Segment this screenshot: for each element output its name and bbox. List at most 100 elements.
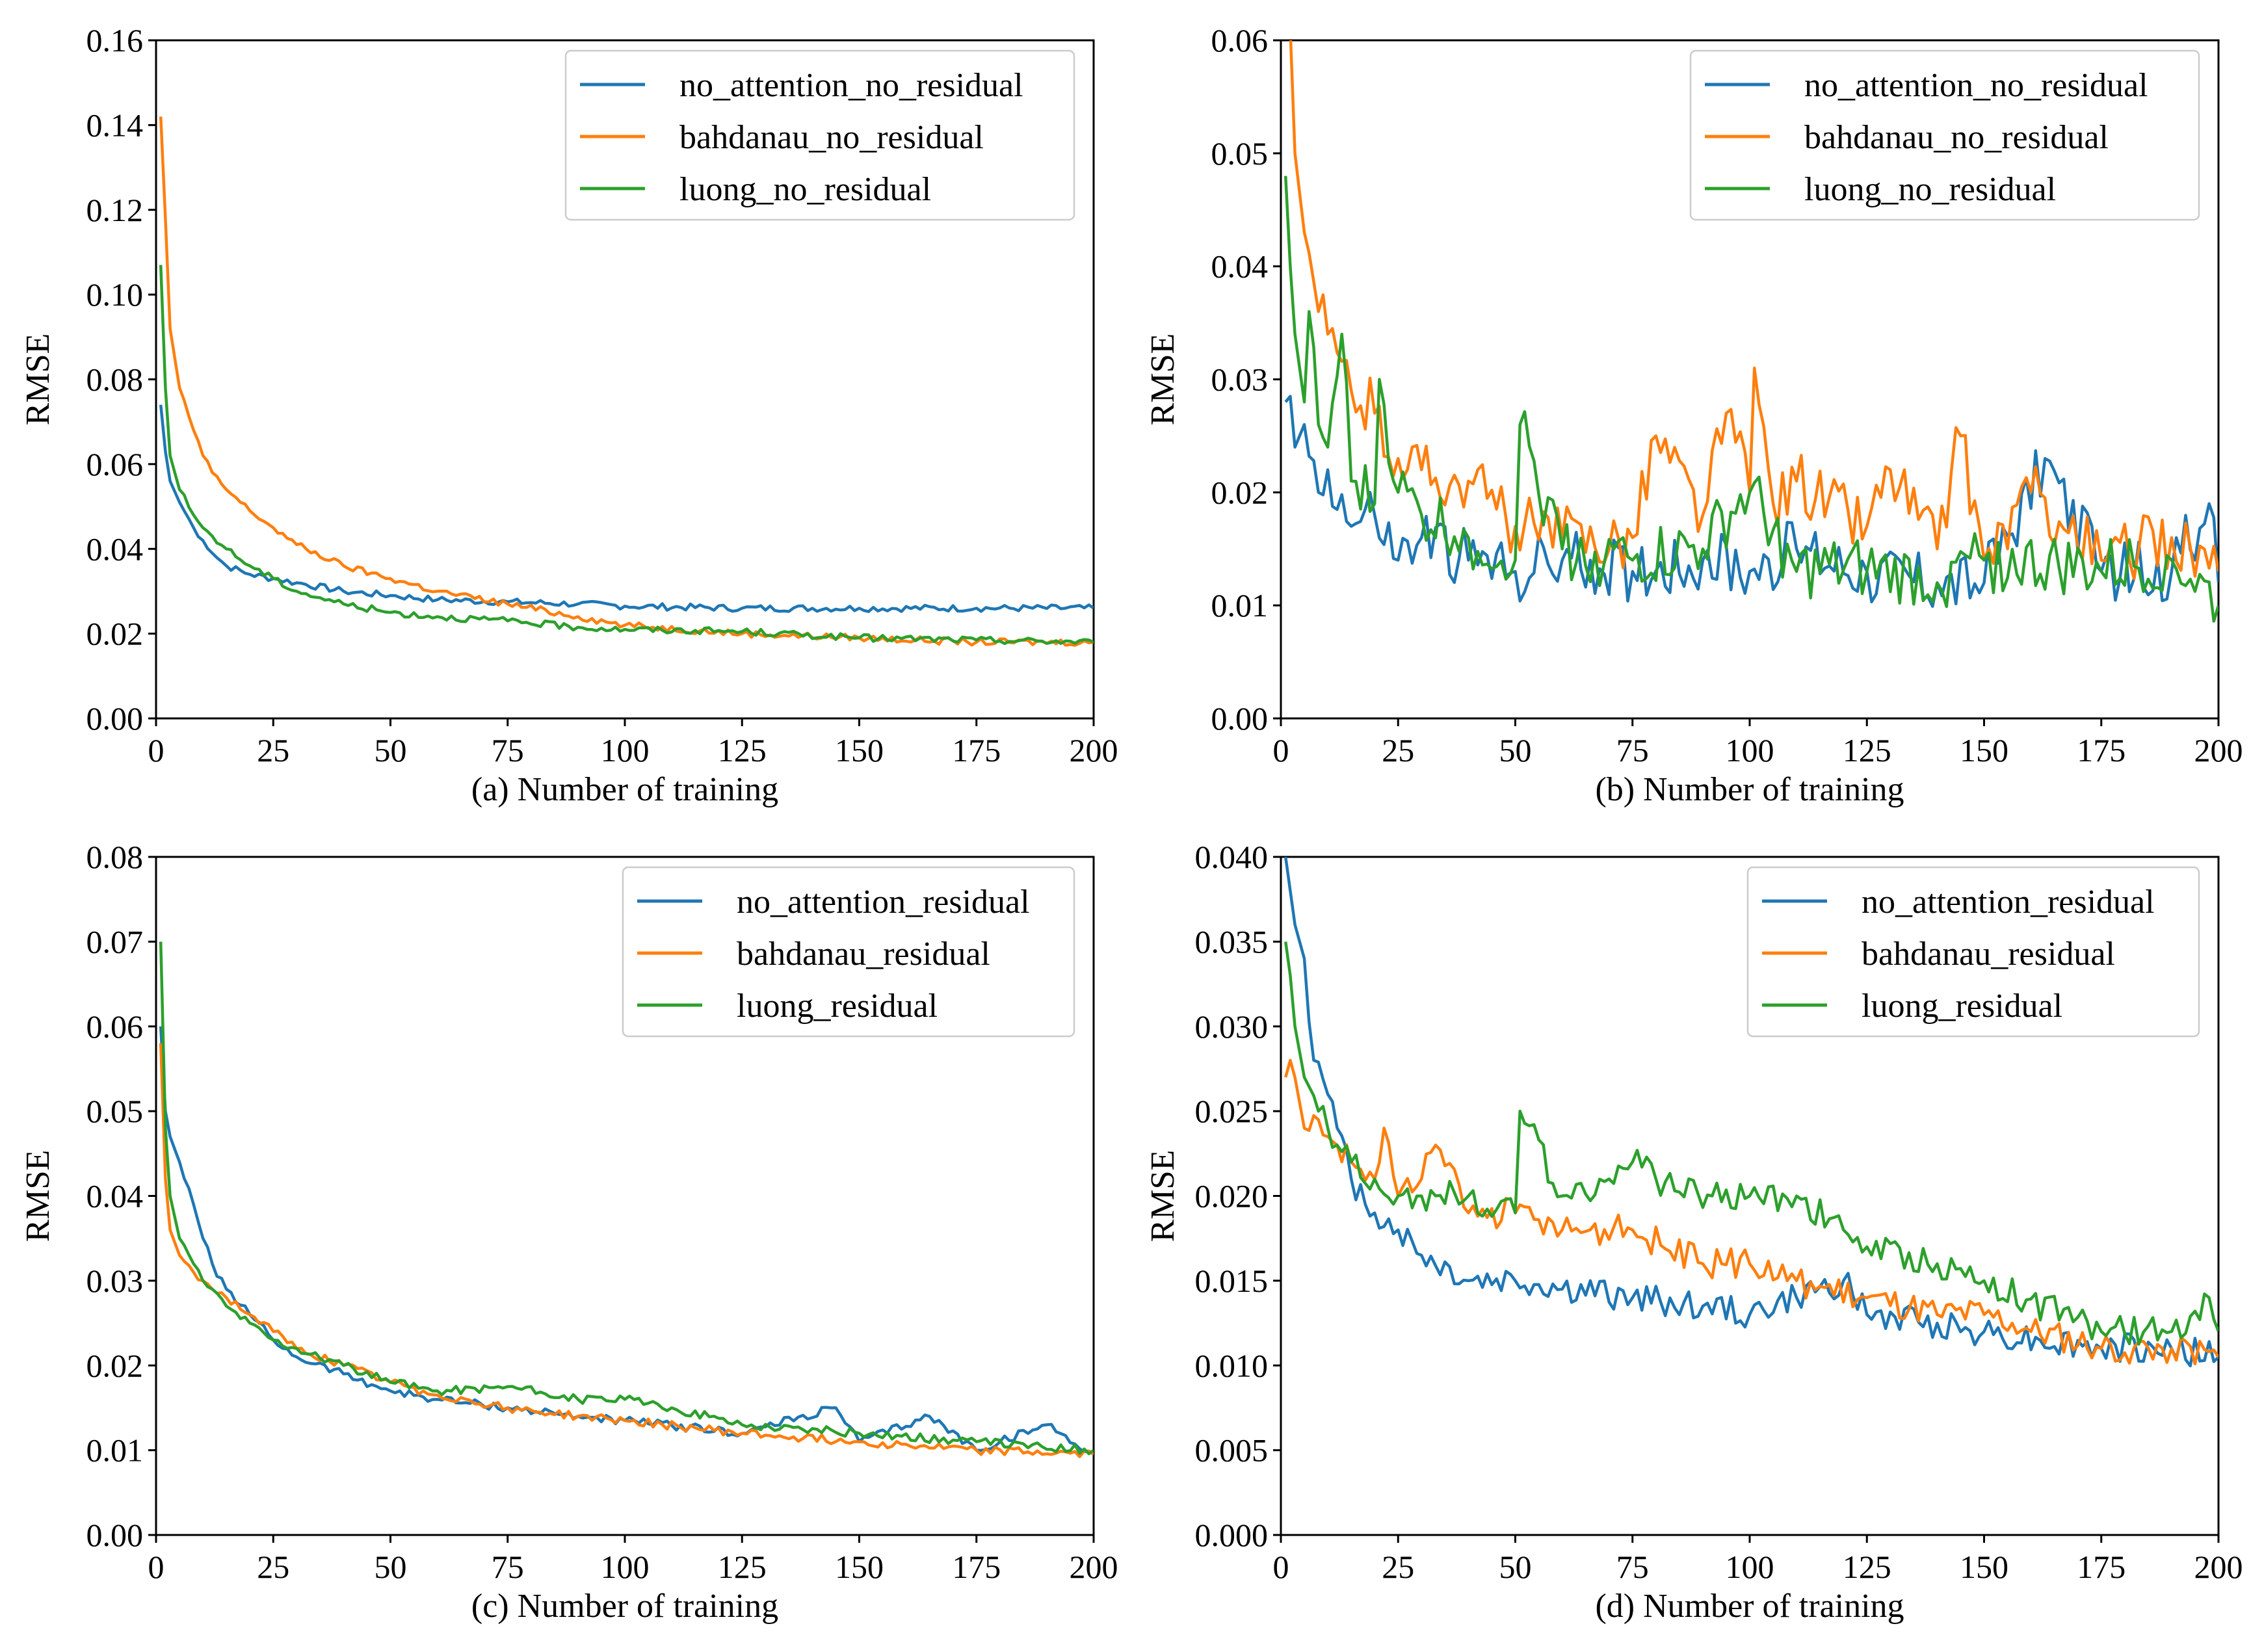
x-tick-label: 100 bbox=[601, 732, 650, 768]
y-tick-label: 0.030 bbox=[1195, 1008, 1269, 1045]
legend-label: no_attention_no_residual bbox=[679, 67, 1023, 104]
panel-d-x-ticks: 0 25 50 75 100 125 150 175 200 bbox=[1273, 1535, 2243, 1585]
y-tick-label: 0.03 bbox=[1211, 361, 1269, 398]
series-line-luong-no-residual bbox=[159, 265, 1094, 646]
legend-label: bahdanau_residual bbox=[737, 936, 990, 973]
x-tick-label: 50 bbox=[375, 1549, 407, 1585]
y-tick-label: 0.05 bbox=[86, 1093, 144, 1129]
panel-a-x-ticks: 0 25 50 75 100 125 150 175 200 bbox=[148, 718, 1118, 768]
legend-label: luong_no_residual bbox=[679, 171, 931, 208]
y-tick-label: 0.06 bbox=[86, 1008, 144, 1045]
x-tick-label: 125 bbox=[718, 732, 767, 768]
x-tick-label: 150 bbox=[1960, 732, 2008, 768]
legend-label: no_attention_residual bbox=[737, 884, 1030, 921]
panel-a-ylabel: RMSE bbox=[20, 334, 57, 426]
x-tick-label: 75 bbox=[1616, 1549, 1649, 1585]
panel-a-legend: no_attention_no_residual bahdanau_no_resi… bbox=[564, 49, 1075, 221]
panel-c-ylabel: RMSE bbox=[20, 1150, 57, 1242]
y-tick-label: 0.005 bbox=[1195, 1432, 1269, 1469]
legend-box bbox=[564, 49, 1075, 221]
panel-c-legend: no_attention_residual bahdanau_residuallu… bbox=[622, 866, 1075, 1038]
y-tick-label: 0.01 bbox=[1211, 587, 1269, 623]
x-tick-label: 100 bbox=[1726, 732, 1774, 768]
x-tick-label: 75 bbox=[1616, 732, 1649, 768]
panel-b-lines bbox=[1283, 40, 2218, 623]
y-tick-label: 0.10 bbox=[86, 276, 144, 313]
panel-d-lines bbox=[1283, 857, 2218, 1368]
x-tick-label: 0 bbox=[1273, 1549, 1289, 1585]
y-tick-label: 0.12 bbox=[86, 192, 144, 228]
y-tick-label: 0.04 bbox=[1211, 248, 1269, 285]
y-tick-label: 0.010 bbox=[1195, 1347, 1269, 1383]
y-tick-label: 0.015 bbox=[1195, 1263, 1269, 1299]
panel-b-legend: no_attention_no_residual bahdanau_no_resi… bbox=[1689, 49, 2200, 221]
panel-c: 0.00 0.01 0.02 0.03 0.04 0.05 0.06 0.07 0.08 0 25… bbox=[20, 839, 1118, 1625]
y-tick-label: 0.05 bbox=[1211, 135, 1269, 172]
x-tick-label: 150 bbox=[835, 1549, 884, 1585]
x-tick-label: 200 bbox=[2194, 1549, 2243, 1585]
y-tick-label: 0.00 bbox=[86, 1517, 144, 1553]
panel-a-y-ticks: 0.00 0.02 0.04 0.06 0.08 0.10 0.12 0.14 0.16 bbox=[86, 22, 156, 737]
series-line-no-attention-no-residual bbox=[1284, 395, 2218, 608]
x-tick-label: 125 bbox=[1843, 1549, 1891, 1585]
series-line-luong-residual bbox=[1283, 941, 2218, 1346]
x-tick-label: 200 bbox=[2194, 732, 2243, 768]
x-tick-label: 75 bbox=[492, 732, 524, 768]
x-tick-label: 200 bbox=[1070, 732, 1118, 768]
y-tick-label: 0.04 bbox=[86, 1178, 144, 1214]
legend-label: bahdanau_no_residual bbox=[679, 119, 984, 156]
legend-box bbox=[1689, 49, 2200, 221]
x-tick-label: 0 bbox=[1273, 732, 1289, 768]
panel-d-y-ticks: 0.000 0.005 0.010 0.015 0.020 0.025 0.030 0.035… bbox=[1195, 839, 1281, 1553]
y-tick-label: 0.14 bbox=[86, 107, 144, 143]
y-tick-label: 0.02 bbox=[86, 1347, 144, 1383]
x-tick-label: 150 bbox=[835, 732, 884, 768]
y-tick-label: 0.025 bbox=[1195, 1093, 1269, 1129]
legend-label: no_attention_residual bbox=[1862, 884, 2155, 921]
panel-d: 0.000 0.005 0.010 0.015 0.020 0.025 0.030 0.035… bbox=[1144, 839, 2243, 1625]
y-tick-label: 0.16 bbox=[86, 22, 144, 59]
series-line-bahdanau-residual bbox=[1284, 1058, 2218, 1366]
legend-label: luong_residual bbox=[737, 988, 938, 1025]
y-tick-label: 0.08 bbox=[86, 361, 144, 398]
panel-c-lines bbox=[159, 941, 1094, 1458]
y-tick-label: 0.04 bbox=[86, 531, 144, 567]
panel-a-xlabel: (a) Number of training bbox=[471, 771, 778, 808]
panel-c-x-ticks: 0 25 50 75 100 125 150 175 200 bbox=[148, 1535, 1118, 1585]
x-tick-label: 0 bbox=[148, 732, 165, 768]
y-tick-label: 0.035 bbox=[1195, 923, 1269, 960]
y-tick-label: 0.03 bbox=[86, 1263, 144, 1299]
panel-d-legend: no_attention_residual bahdanau_residuallu… bbox=[1746, 866, 2200, 1038]
y-tick-label: 0.02 bbox=[1211, 474, 1269, 510]
x-tick-label: 125 bbox=[718, 1549, 767, 1585]
y-tick-label: 0.00 bbox=[1211, 700, 1269, 737]
panel-a: 0.00 0.02 0.04 0.06 0.08 0.10 0.12 0.14 0.16 0 25… bbox=[20, 22, 1118, 808]
x-tick-label: 25 bbox=[1382, 732, 1414, 768]
series-line-no-attention-no-residual bbox=[159, 404, 1094, 613]
y-tick-label: 0.02 bbox=[86, 616, 144, 652]
y-tick-label: 0.00 bbox=[86, 700, 144, 737]
series-line-bahdanau-no-residual bbox=[159, 116, 1094, 647]
legend-box bbox=[622, 866, 1075, 1038]
y-tick-label: 0.000 bbox=[1195, 1517, 1269, 1553]
y-tick-label: 0.07 bbox=[86, 923, 144, 960]
panel-b-ylabel: RMSE bbox=[1144, 334, 1181, 426]
x-tick-label: 75 bbox=[492, 1549, 524, 1585]
x-tick-label: 25 bbox=[1382, 1549, 1414, 1585]
y-tick-label: 0.06 bbox=[86, 446, 144, 482]
x-tick-label: 50 bbox=[375, 732, 407, 768]
y-tick-label: 0.08 bbox=[86, 839, 144, 875]
y-tick-label: 0.020 bbox=[1195, 1178, 1269, 1214]
series-line-no-attention-residual bbox=[1283, 857, 2218, 1368]
legend-box bbox=[1746, 866, 2200, 1038]
x-tick-label: 100 bbox=[601, 1549, 650, 1585]
legend-label: luong_no_residual bbox=[1804, 171, 2056, 208]
panel-a-lines bbox=[159, 116, 1094, 647]
x-tick-label: 175 bbox=[952, 1549, 1001, 1585]
series-line-luong-no-residual bbox=[1283, 176, 2218, 623]
legend-label: bahdanau_residual bbox=[1862, 936, 2115, 973]
x-tick-label: 175 bbox=[952, 732, 1001, 768]
panel-b-xlabel: (b) Number of training bbox=[1595, 771, 1904, 808]
x-tick-label: 125 bbox=[1843, 732, 1891, 768]
x-tick-label: 50 bbox=[1499, 1549, 1532, 1585]
